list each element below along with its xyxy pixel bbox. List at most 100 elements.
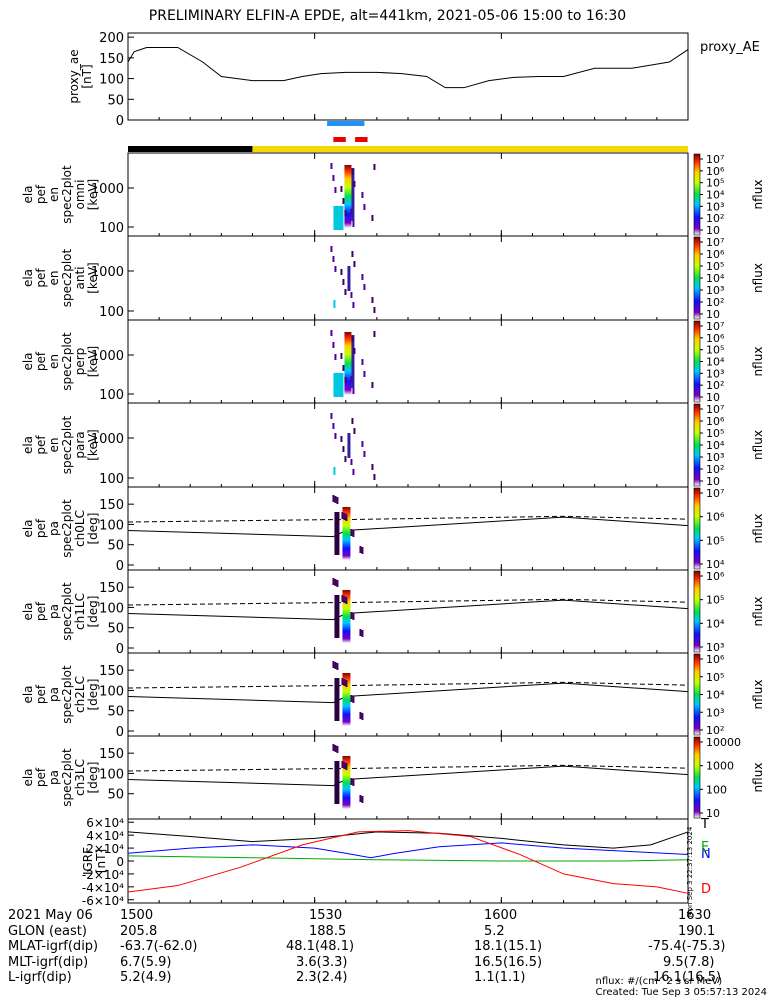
- footer-value: 1630: [678, 908, 712, 923]
- spectrogram-cells: [332, 423, 335, 429]
- y-tick-label: 150: [99, 664, 124, 679]
- y-axis-label: ela: [21, 685, 35, 703]
- footer-row-label: MLT-igrf(dip): [8, 954, 89, 970]
- colorbar-tick-label: 10³: [706, 706, 724, 719]
- colorbar-tick-label: 10: [706, 391, 720, 404]
- anti-loss-cone-line: [127, 764, 689, 772]
- y-axis-label: spec2plot: [60, 748, 74, 807]
- spectrogram-cells: [334, 354, 337, 360]
- colorbar-label: nflux: [751, 180, 765, 210]
- y-tick-label: 0: [116, 642, 124, 657]
- loss-cone-line: [127, 682, 689, 704]
- panel-frame: [127, 32, 689, 121]
- spectrogram-cells: [373, 164, 376, 170]
- legend-label: proxy_AE: [700, 40, 760, 55]
- spectrogram-cells: [350, 459, 353, 465]
- loss-cone-line: [127, 765, 689, 787]
- colorbar-tick-label: 10⁵: [706, 427, 724, 440]
- y-axis-label: perp: [73, 348, 87, 376]
- spectrogram-cells: [350, 695, 353, 702]
- colorbar-tick-label: 10³: [706, 367, 724, 380]
- y-axis-label: pa: [47, 604, 61, 619]
- igrf-T-line: [127, 831, 689, 849]
- spectrogram-cells: [352, 696, 355, 703]
- colorbar-tick-label: 10⁷: [706, 153, 724, 166]
- spectrogram-cells: [340, 269, 343, 275]
- y-tick-label: 1000: [91, 265, 124, 280]
- spectrogram-cells: [352, 469, 355, 475]
- spectrogram-cells: [340, 436, 343, 442]
- spectrogram-cells: [341, 678, 344, 685]
- loss-cone-line: [127, 599, 689, 621]
- colorbar: [693, 236, 701, 320]
- colorbar-tick-label: 10⁵: [706, 260, 724, 273]
- spectrogram-cells: [363, 204, 366, 210]
- spectrogram-cells: [353, 261, 356, 267]
- footer-value: 2.3(2.4): [296, 970, 348, 986]
- panel-frame: [127, 402, 689, 488]
- footer-value: -63.7(-62.0): [120, 939, 198, 955]
- y-tick-label: 4×10⁴: [86, 829, 124, 843]
- spectrogram-cells: [343, 513, 346, 520]
- y-tick-label: 200: [99, 31, 124, 46]
- spectrogram-cells: [371, 464, 374, 470]
- colorbar-tick-label: 10⁶: [706, 511, 725, 524]
- spectrogram-cells: [344, 289, 347, 295]
- spectrogram-cells: [344, 377, 347, 383]
- spectrogram-cells: [344, 210, 347, 216]
- y-tick-label: 50: [107, 622, 124, 637]
- footer-value: 3.6(3.3): [296, 954, 348, 970]
- y-tick-label: 100: [99, 684, 124, 699]
- colorbar-tick-label: 10⁴: [706, 439, 725, 452]
- y-tick-label: 0: [116, 114, 124, 129]
- y-axis-label: pef: [34, 435, 48, 455]
- spectrogram-cells: [359, 712, 362, 719]
- spectrogram-cells: [334, 595, 340, 638]
- y-tick-label: -4×10⁴: [82, 881, 124, 895]
- spectrogram-cells: [333, 373, 344, 397]
- y-axis-label: ela: [21, 436, 35, 454]
- colorbar-tick-label: 10⁷: [706, 403, 724, 416]
- spectrogram-cells: [345, 763, 348, 770]
- spectrogram-cells: [330, 246, 333, 252]
- spectrogram-cells: [334, 187, 337, 193]
- y-axis-label: spec2plot: [60, 499, 74, 558]
- y-tick-label: 1000: [91, 432, 124, 447]
- y-tick-label: 100: [99, 305, 124, 320]
- spectrogram-cells: [333, 300, 336, 308]
- science-zone-bar: [333, 137, 346, 142]
- plot-title: PRELIMINARY ELFIN-A EPDE, alt=441km, 202…: [148, 8, 627, 24]
- panel-frame: [127, 652, 689, 737]
- legend-label: D: [701, 882, 711, 897]
- colorbar-tick-label: 10⁴: [706, 272, 725, 285]
- igrf-N-line: [127, 842, 689, 859]
- y-tick-label: -2×10⁴: [82, 868, 124, 882]
- y-axis-label: ela: [21, 519, 35, 537]
- y-axis-label: [keV]: [86, 179, 100, 210]
- spectrogram-cells: [352, 221, 355, 227]
- colorbar-tick-label: 10: [706, 308, 720, 321]
- spectrogram-cells: [350, 209, 353, 215]
- y-axis-label: [keV]: [86, 429, 100, 460]
- y-tick-label: 150: [99, 747, 124, 762]
- y-axis-label: ch1LC: [73, 593, 87, 630]
- spectrogram-cells: [345, 680, 348, 687]
- spectrogram-cells: [343, 679, 346, 686]
- spectrogram-cells: [341, 595, 344, 602]
- y-tick-label: 0: [116, 559, 124, 574]
- spectrogram-cells: [334, 745, 337, 752]
- orbit-bar-shadow: [128, 146, 253, 152]
- colorbar-tick-label: 10: [706, 807, 720, 820]
- spectrogram-cells: [351, 169, 354, 175]
- colorbar-label: nflux: [751, 763, 765, 793]
- colorbar-label: nflux: [751, 430, 765, 460]
- footer-value: 48.1(48.1): [286, 939, 355, 955]
- footer-value: 6.7(5.9): [120, 954, 172, 970]
- anti-loss-cone-line: [127, 598, 689, 606]
- spectrogram-cells: [334, 761, 340, 804]
- spectrogram-cells: [347, 433, 351, 458]
- colorbar-tick-label: 10⁵: [706, 594, 724, 607]
- spectrogram-cells: [341, 761, 344, 768]
- panel-frame: [127, 152, 689, 237]
- y-axis-label: IGRF: [81, 847, 95, 875]
